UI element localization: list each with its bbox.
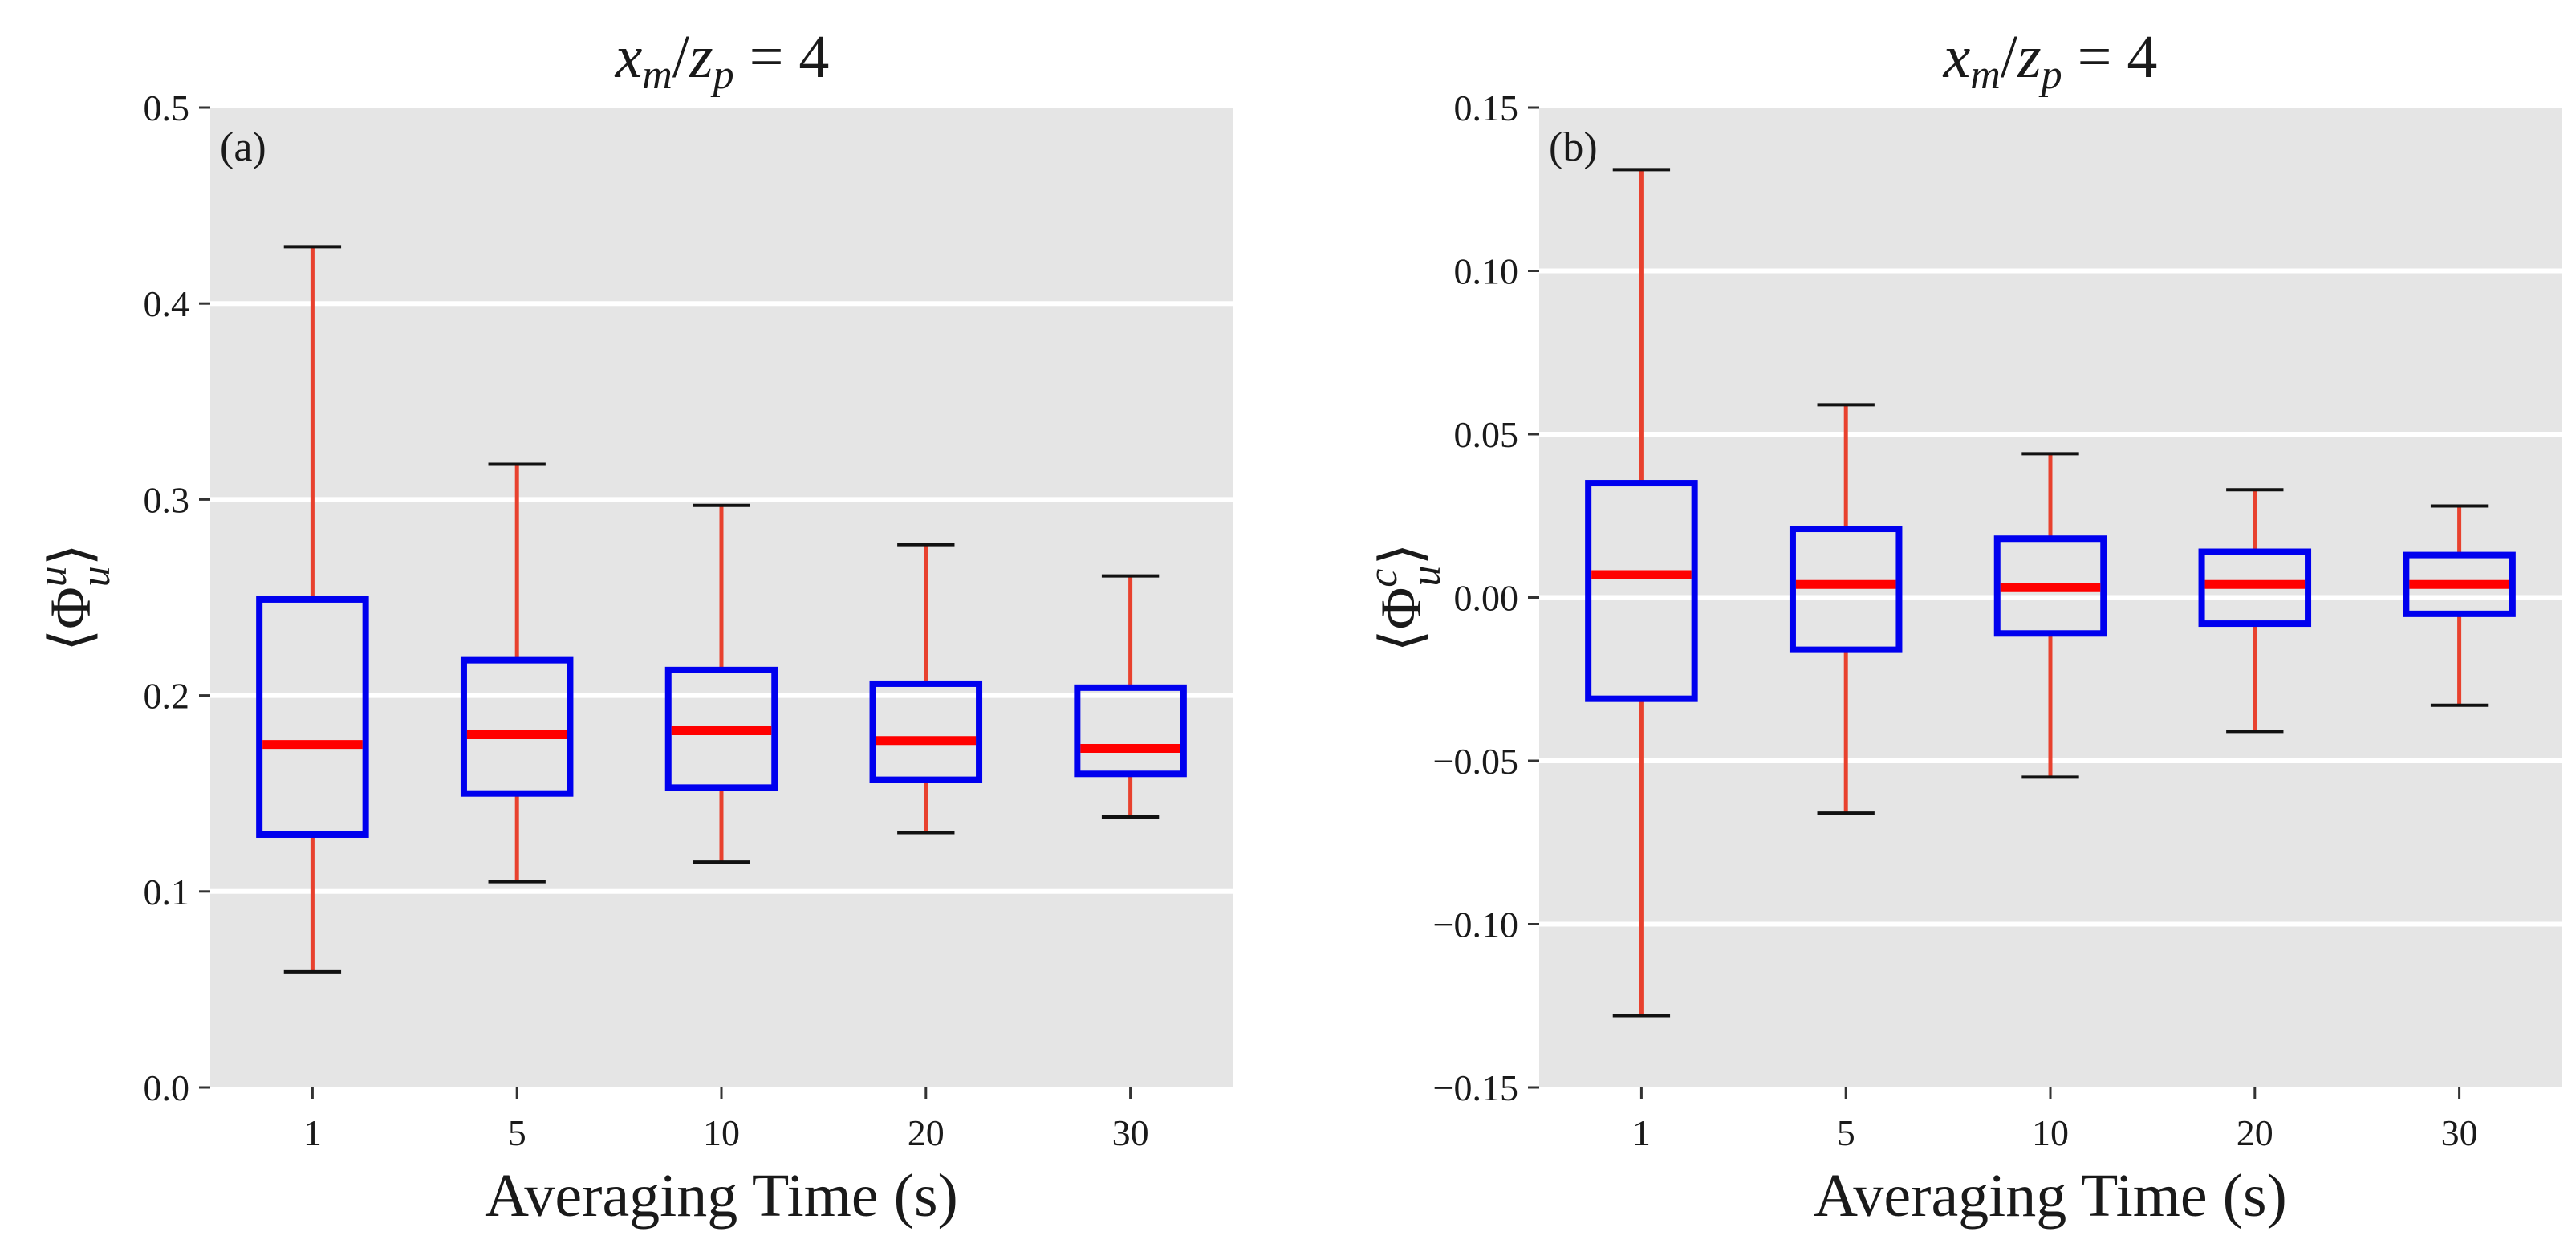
panel-a-x-tick-label: 30 xyxy=(1112,1112,1149,1153)
panel-a-title-xm: x xyxy=(615,23,643,91)
panel-a-x-tick-label: 10 xyxy=(703,1112,740,1153)
panel-b-title-slash: / xyxy=(2001,23,2018,91)
panel-a-iqr-box xyxy=(256,596,369,838)
panel-a-y-tick-label: 0.4 xyxy=(144,283,190,324)
panel-a-title-m-sub: m xyxy=(642,52,672,98)
panel-b-iqr-box xyxy=(1993,535,2107,637)
panel-a-x-tick-label: 1 xyxy=(303,1112,322,1153)
panel-b-ylabel-close: ⟩ xyxy=(1369,543,1433,566)
panel-b-x-tick-label: 5 xyxy=(1837,1112,1855,1153)
panel-a-title-eq: = 4 xyxy=(734,23,830,91)
panel-b-title-m-sub: m xyxy=(1970,52,2001,98)
panel-a-ylabel-open: ⟨Φ xyxy=(39,587,103,652)
panel-b-x-tick-label: 10 xyxy=(2032,1112,2069,1153)
panel-a-title-p-sub: p xyxy=(710,52,734,98)
panel-b-x-axis-title: Averaging Time (s) xyxy=(1814,1162,2287,1230)
panel-a-y-tick-label: 0.1 xyxy=(144,872,190,913)
panel-a-ylabel-sub: u xyxy=(73,566,119,587)
panel-a-box-20 xyxy=(869,543,983,835)
panel-a-x-axis-title: Averaging Time (s) xyxy=(485,1162,958,1230)
panel-b-ylabel-open: ⟨Φ xyxy=(1369,587,1433,652)
panel-b-y-tick-label: 0.15 xyxy=(1454,87,1519,128)
panel-a-ylabel-close: ⟩ xyxy=(39,543,103,566)
panel-a-box-1 xyxy=(256,245,369,974)
panel-a-y-tick-label: 0.2 xyxy=(144,676,190,717)
panel-b-x-tick-label: 20 xyxy=(2237,1112,2273,1153)
panel-b-box-5 xyxy=(1789,403,1903,815)
panel-b-x-tick-label: 30 xyxy=(2441,1112,2478,1153)
panel-a-iqr-box xyxy=(664,666,778,791)
panel-b-box-30 xyxy=(2403,504,2516,707)
panel-a-label: (a) xyxy=(220,124,266,170)
panel-b-y-tick-label: 0.00 xyxy=(1454,578,1519,619)
panel-b: −0.15−0.10−0.050.000.050.100.151 5 10 20 30 … xyxy=(1360,23,2562,1230)
panel-b-title-p-sub: p xyxy=(2038,52,2062,98)
panel-a-boxes xyxy=(256,245,1187,974)
panel-b-iqr-box xyxy=(2403,551,2516,617)
panel-b-iqr-box xyxy=(2198,548,2312,628)
panel-a-y-tick-label: 0.5 xyxy=(144,87,190,128)
panel-b-label: (b) xyxy=(1549,124,1598,170)
panel-a-box-30 xyxy=(1074,574,1187,819)
panel-a-y-tick-label: 0.3 xyxy=(144,479,190,520)
panel-b-box-10 xyxy=(1993,452,2107,779)
panel-b-title-eq: = 4 xyxy=(2062,23,2158,91)
panel-b-box-1 xyxy=(1585,168,1698,1018)
panel-a-y-axis-title: ⟨Φuu⟩ xyxy=(30,543,119,652)
panel-b-y-tick-label: −0.10 xyxy=(1433,904,1518,945)
panel-b-title-zp: z xyxy=(2017,23,2042,91)
panel-a-iqr-box xyxy=(869,680,983,783)
panel-b-y-tick-label: 0.10 xyxy=(1454,251,1519,292)
panel-a-axes: 0.0 0.1 0.2 0.3 0.4 0.5 1 5 10 20 30 xyxy=(144,87,1149,1153)
panel-a-title-zp: z xyxy=(689,23,713,91)
panel-b-boxes xyxy=(1585,168,2516,1018)
panel-a-box-5 xyxy=(460,462,574,884)
panel-a-ylabel-sup: u xyxy=(30,566,75,587)
panel-b-axes: −0.15 −0.10 −0.05 0.00 0.05 0.10 0.15 1 5 10 20 30 xyxy=(1433,87,2478,1153)
panel-a-box-10 xyxy=(664,503,778,864)
panel-a-iqr-box xyxy=(1074,684,1187,778)
panel-b-y-tick-label: 0.05 xyxy=(1454,414,1519,455)
panel-b-box-20 xyxy=(2198,488,2312,734)
panel-a-iqr-box xyxy=(460,656,574,797)
panel-b-x-tick-label: 1 xyxy=(1632,1112,1651,1153)
panel-a-x-tick-label: 5 xyxy=(508,1112,526,1153)
panel-b-ylabel-sub: u xyxy=(1404,566,1449,587)
panel-b-title-xm: x xyxy=(1943,23,1971,91)
panel-b-iqr-box xyxy=(1789,526,1903,653)
panel-b-title: xm/zp = 4 xyxy=(1943,23,2158,98)
panel-b-y-axis-title: ⟨Φcu⟩ xyxy=(1360,543,1449,652)
panel-a-y-tick-label: 0.0 xyxy=(144,1067,190,1108)
panel-a-x-tick-label: 20 xyxy=(908,1112,945,1153)
panel-b-y-tick-label: −0.05 xyxy=(1433,741,1518,782)
panel-b-iqr-box xyxy=(1585,480,1698,702)
panel-b-ylabel-sup: c xyxy=(1360,569,1406,587)
panel-a-title: xm/zp = 4 xyxy=(615,23,830,98)
panel-a-title-slash: / xyxy=(672,23,690,91)
panel-a-gridlines xyxy=(210,301,1233,894)
panel-a: 0.0 0.1 0.2 0.3 0.4 0.5 1 5 10 20 30 (a) xm/zp = 4… xyxy=(30,23,1233,1230)
panel-b-gridlines xyxy=(1539,268,2562,927)
panel-b-y-tick-label: −0.15 xyxy=(1433,1067,1518,1108)
